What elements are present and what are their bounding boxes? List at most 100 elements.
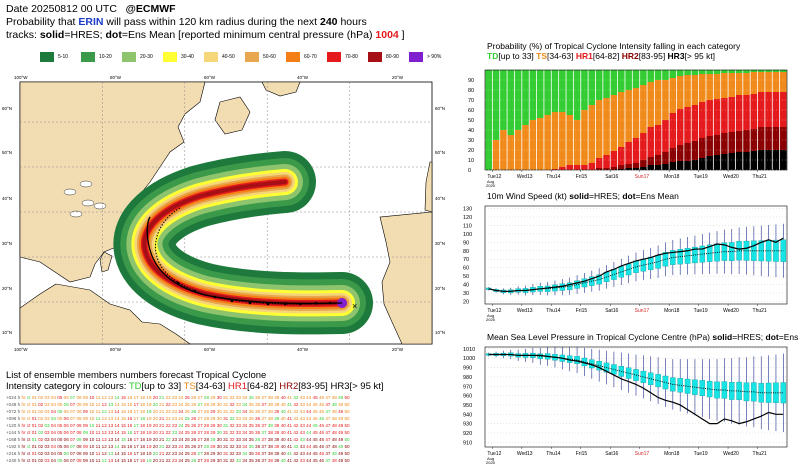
member-number: 05 <box>57 458 64 463</box>
bar-segment <box>713 70 721 74</box>
member-number: 35 <box>248 395 256 400</box>
member-number: 43 <box>299 409 307 414</box>
member-number: 24 <box>178 437 185 442</box>
lake <box>69 210 83 218</box>
legend-label: > 90% <box>427 54 442 60</box>
member-number: 05 <box>57 395 64 400</box>
member-number: 16 <box>127 437 134 442</box>
legend-swatch <box>368 52 382 62</box>
member-number: 23 <box>171 430 179 435</box>
member-number: ct <box>26 437 32 442</box>
ensemble-row: +024 h hr ct 01 02 03 04 05 06 07 08 09 … <box>6 395 350 402</box>
member-number: 19 <box>146 402 153 407</box>
member-number: 30 <box>216 437 224 442</box>
member-number: 31 <box>223 395 230 400</box>
member-number: 47 <box>325 402 332 407</box>
member-number: 50 <box>344 423 350 428</box>
member-number: 45 <box>312 451 319 456</box>
bar-segment <box>588 70 596 105</box>
member-number: 14 <box>114 430 121 435</box>
member-number: 02 <box>38 430 45 435</box>
member-number: 28 <box>203 437 211 442</box>
member-number: 01 <box>31 402 39 407</box>
bar-segment <box>699 74 706 102</box>
member-number: 18 <box>140 430 147 435</box>
member-number: 16 <box>127 423 134 428</box>
member-number: 26 <box>191 416 198 421</box>
track-point <box>266 302 270 306</box>
ensemble-box <box>574 280 580 289</box>
member-hres: hr <box>21 395 27 400</box>
member-number: 29 <box>210 409 217 414</box>
member-number: 11 <box>95 402 102 407</box>
legend-label: 30-40 <box>181 54 194 60</box>
member-number: 09 <box>82 451 90 456</box>
member-number: 22 <box>165 416 172 421</box>
member-number: 11 <box>95 451 102 456</box>
bar-segment <box>595 168 603 170</box>
member-number: 01 <box>31 451 39 456</box>
bar-segment <box>743 70 750 73</box>
y-tick-label: 20 <box>463 299 469 305</box>
legend-code: TS <box>183 381 196 392</box>
member-number: 41 <box>286 458 294 463</box>
member-number: 35 <box>248 402 256 407</box>
bar-segment <box>566 165 573 170</box>
member-number: 26 <box>191 395 198 400</box>
bar-segment <box>691 141 699 160</box>
member-number: 09 <box>82 416 90 421</box>
title-part: =HRES; <box>589 191 623 201</box>
member-number: 05 <box>57 451 64 456</box>
member-number: 11 <box>95 409 102 414</box>
member-number: 01 <box>31 458 39 463</box>
member-number: 34 <box>242 395 249 400</box>
legend-range: [64-82] <box>247 381 280 392</box>
member-number: 12 <box>101 416 109 421</box>
lat-label: 60°N <box>2 106 12 111</box>
member-number: 29 <box>210 444 217 449</box>
legend-range: [83-95] <box>298 381 331 392</box>
member-number: 25 <box>184 451 192 456</box>
y-tick-label: 20 <box>468 148 474 154</box>
member-number: 07 <box>70 409 77 414</box>
member-number: 23 <box>171 395 179 400</box>
legend-swatch <box>245 52 259 62</box>
legend-label: 70-80 <box>345 54 358 60</box>
member-number: 46 <box>318 416 326 421</box>
member-number: 09 <box>82 409 90 414</box>
bar-segment <box>713 135 721 155</box>
row-lead-time: +144 h <box>6 430 22 435</box>
mslp-chart: 1010 1000 990 980 970 960 950 940 930 920 910 Tue12… <box>463 346 788 465</box>
member-number: 20 <box>152 423 160 428</box>
ensemble-row: +192 h hr ct 01 02 03 04 05 06 07 08 09 … <box>6 444 350 451</box>
member-number: 33 <box>235 416 243 421</box>
member-number: 24 <box>178 451 185 456</box>
member-number: 41 <box>286 402 294 407</box>
legend-code: HR2 <box>621 51 639 61</box>
member-number: 03 <box>44 416 51 421</box>
bar-segment <box>647 165 655 170</box>
x-day-label: Fri15 <box>576 308 588 314</box>
member-number: 47 <box>325 430 332 435</box>
member-number: 23 <box>171 458 179 463</box>
member-number: 40 <box>280 416 287 421</box>
member-number: 19 <box>146 437 153 442</box>
member-number: 06 <box>63 444 71 449</box>
member-number: 34 <box>242 423 249 428</box>
bar-segment <box>706 156 713 170</box>
member-number: 07 <box>70 451 77 456</box>
member-number: 08 <box>76 458 83 463</box>
legend-label: 50-60 <box>263 54 276 60</box>
member-number: 35 <box>248 444 256 449</box>
track-point <box>230 299 234 303</box>
member-number: 29 <box>210 395 217 400</box>
member-number: 50 <box>344 458 350 463</box>
member-number: 38 <box>267 430 275 435</box>
y-tick-label: 90 <box>463 240 469 246</box>
y-tick-label: 100 <box>463 232 472 238</box>
bar-segment <box>772 70 780 72</box>
member-number: 01 <box>31 409 39 414</box>
bar-segment <box>757 127 765 150</box>
member-number: 06 <box>63 416 71 421</box>
ensemble-row: +168 h hr ct 01 02 03 04 05 06 07 08 09 … <box>6 437 350 444</box>
